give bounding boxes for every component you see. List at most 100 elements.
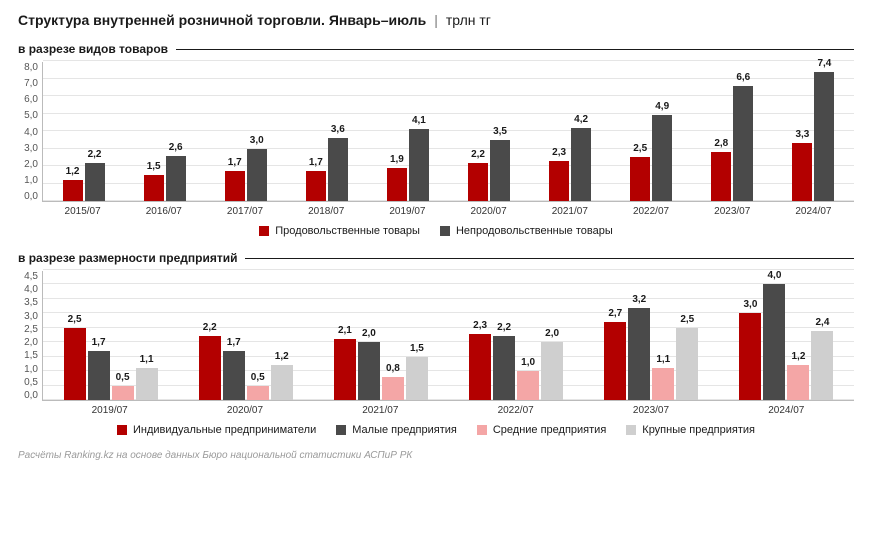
title-unit: трлн тг <box>446 12 491 28</box>
ytick: 1,0 <box>24 364 38 375</box>
bar: 1,7 <box>306 171 326 201</box>
data-label: 2,8 <box>714 138 728 149</box>
bar-group: 2,12,00,81,5 <box>313 271 448 400</box>
chart2-legend: Индивидуальные предпринимателиМалые пред… <box>18 424 854 436</box>
data-label: 0,8 <box>386 363 400 374</box>
chart2-header: в разрезе размерности предприятий <box>18 251 854 265</box>
bar: 3,0 <box>739 313 761 400</box>
data-label: 3,5 <box>493 126 507 137</box>
chart2: 4,54,03,53,02,52,01,51,00,50,0 2,51,70,5… <box>18 271 854 401</box>
data-label: 2,3 <box>552 147 566 158</box>
data-label: 2,5 <box>68 314 82 325</box>
bar: 2,5 <box>630 157 650 201</box>
bar: 1,7 <box>88 351 110 400</box>
xlabel: 2020/07 <box>448 202 529 217</box>
bar: 2,2 <box>199 336 221 400</box>
chart2-groups: 2,51,70,51,12,21,70,51,22,12,00,81,52,32… <box>43 271 854 400</box>
bar: 6,6 <box>733 86 753 202</box>
gridline <box>43 269 854 270</box>
data-label: 1,5 <box>147 161 161 172</box>
bar: 3,6 <box>328 138 348 201</box>
bar: 4,1 <box>409 129 429 201</box>
data-label: 2,2 <box>497 322 511 333</box>
legend-swatch <box>477 425 487 435</box>
data-label: 1,7 <box>227 337 241 348</box>
bar-group: 2,73,21,12,5 <box>584 271 719 400</box>
xlabel: 2022/07 <box>448 401 583 416</box>
legend-swatch <box>259 226 269 236</box>
bar: 1,7 <box>225 171 245 201</box>
legend-swatch <box>440 226 450 236</box>
bar: 1,5 <box>406 357 428 400</box>
chart2-xlabels: 2019/072020/072021/072022/072023/072024/… <box>42 401 854 416</box>
chart1-header-rule <box>176 49 854 50</box>
data-label: 0,5 <box>251 372 265 383</box>
xlabel: 2024/07 <box>719 401 854 416</box>
legend-item: Непродовольственные товары <box>440 225 613 237</box>
ytick: 1,0 <box>24 175 38 186</box>
bar: 2,0 <box>541 342 563 400</box>
ytick: 1,5 <box>24 350 38 361</box>
legend-label: Крупные предприятия <box>642 424 755 436</box>
legend-item: Средние предприятия <box>477 424 606 436</box>
ytick: 0,0 <box>24 191 38 202</box>
data-label: 3,3 <box>795 129 809 140</box>
ytick: 2,0 <box>24 337 38 348</box>
ytick: 4,0 <box>24 284 38 295</box>
data-label: 2,6 <box>169 142 183 153</box>
legend-swatch <box>117 425 127 435</box>
data-label: 2,5 <box>680 314 694 325</box>
ytick: 8,0 <box>24 62 38 73</box>
bar: 2,5 <box>676 328 698 400</box>
xlabel: 2015/07 <box>42 202 123 217</box>
xlabel: 2022/07 <box>610 202 691 217</box>
bar: 1,2 <box>63 180 83 201</box>
bar: 1,1 <box>652 368 674 400</box>
bar: 2,1 <box>334 339 356 400</box>
ytick: 0,0 <box>24 390 38 401</box>
footnote: Расчёты Ranking.kz на основе данных Бюро… <box>18 450 854 461</box>
bar: 1,2 <box>271 365 293 400</box>
ytick: 4,5 <box>24 271 38 282</box>
bar-group: 2,21,70,51,2 <box>178 271 313 400</box>
bar: 1,7 <box>223 351 245 400</box>
bar-group: 2,51,70,51,1 <box>43 271 178 400</box>
xlabel: 2023/07 <box>583 401 718 416</box>
data-label: 2,4 <box>815 317 829 328</box>
data-label: 1,0 <box>521 357 535 368</box>
data-label: 1,7 <box>92 337 106 348</box>
chart2-yaxis: 4,54,03,53,02,52,01,51,00,50,0 <box>18 271 42 401</box>
bar-group: 3,37,4 <box>773 62 854 201</box>
bar: 4,0 <box>763 284 785 400</box>
bar-group: 2,8 6,6 <box>692 62 773 201</box>
data-label: 2,2 <box>203 322 217 333</box>
bar: 0,8 <box>382 377 404 400</box>
data-label: 1,5 <box>410 343 424 354</box>
bar-group: 2,34,2 <box>530 62 611 201</box>
bar: 2,6 <box>166 156 186 202</box>
data-label: 1,9 <box>390 154 404 165</box>
data-label: 2,5 <box>633 143 647 154</box>
data-label: 3,6 <box>331 124 345 135</box>
bar: 3,3 <box>792 143 812 201</box>
ytick: 3,0 <box>24 311 38 322</box>
data-label: 2,2 <box>471 149 485 160</box>
data-label: 1,2 <box>275 351 289 362</box>
xlabel: 2019/07 <box>42 401 177 416</box>
data-label: 3,0 <box>743 299 757 310</box>
legend-label: Средние предприятия <box>493 424 606 436</box>
bar: 2,2 <box>493 336 515 400</box>
chart2-header-rule <box>245 258 854 259</box>
data-label: 3,0 <box>250 135 264 146</box>
bar: 2,5 <box>64 328 86 400</box>
page-title-row: Структура внутренней розничной торговли.… <box>18 12 854 28</box>
data-label: 7,4 <box>817 58 831 69</box>
ytick: 4,0 <box>24 127 38 138</box>
data-label: 1,7 <box>228 157 242 168</box>
bar: 2,3 <box>549 161 569 201</box>
chart1-header: в разрезе видов товаров <box>18 42 854 56</box>
bar-group: 1,73,6 <box>286 62 367 201</box>
bar: 0,5 <box>247 386 269 400</box>
xlabel: 2019/07 <box>367 202 448 217</box>
xlabel: 2020/07 <box>177 401 312 416</box>
